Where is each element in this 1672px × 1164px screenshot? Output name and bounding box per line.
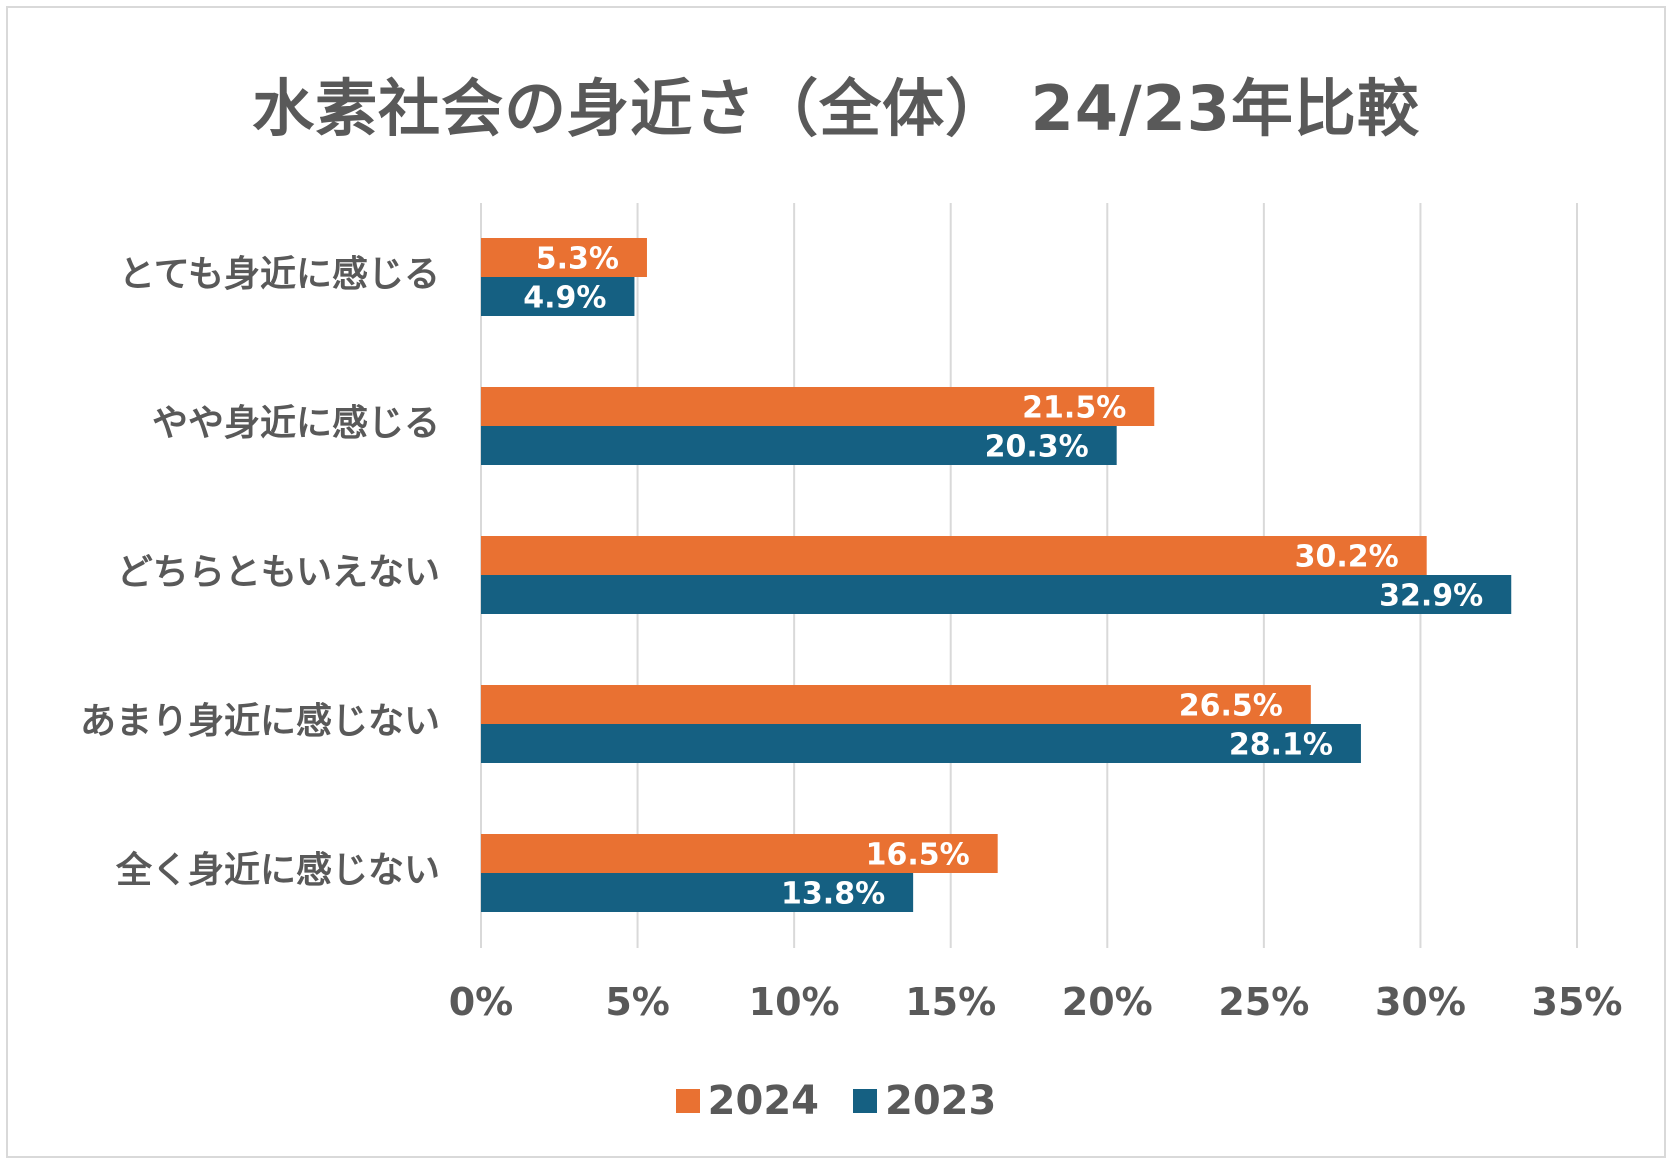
x-tick-label: 0%	[449, 980, 514, 1024]
legend: 2024 2023	[0, 1078, 1672, 1124]
x-tick-label: 35%	[1532, 980, 1623, 1024]
chart-title: 水素社会の身近さ（全体） 24/23年比較	[252, 72, 1420, 145]
x-tick-label: 5%	[605, 980, 670, 1024]
legend-swatch-2024	[675, 1089, 700, 1113]
legend-label-2024: 2024	[707, 1078, 819, 1124]
bar-2024	[481, 238, 647, 277]
data-label-2024: 16.5%	[866, 838, 970, 873]
legend-item-2024: 2024	[675, 1078, 819, 1124]
category-label: 全く身近に感じない	[115, 849, 440, 891]
data-label-2024: 26.5%	[1179, 689, 1283, 724]
legend-label-2023: 2023	[885, 1078, 997, 1124]
bar-2023	[481, 873, 914, 912]
x-tick-label: 15%	[905, 980, 996, 1024]
bar-2023	[481, 724, 1361, 763]
data-label-2024: 30.2%	[1295, 540, 1399, 575]
x-tick-label: 20%	[1062, 980, 1153, 1024]
legend-item-2023: 2023	[853, 1078, 996, 1124]
data-label-2023: 32.9%	[1379, 579, 1483, 614]
bar-2024	[481, 685, 1311, 724]
data-label-2023: 28.1%	[1229, 728, 1333, 763]
bar-2023	[481, 277, 635, 316]
category-label: あまり身近に感じない	[80, 701, 440, 742]
data-label-2024: 5.3%	[536, 242, 619, 277]
bar-2024	[481, 536, 1427, 575]
data-label-2024: 21.5%	[1022, 391, 1126, 426]
bar-2024	[481, 834, 998, 873]
category-label: とても身近に感じる	[119, 254, 440, 295]
bar-2023	[481, 575, 1512, 614]
x-tick-label: 30%	[1375, 980, 1466, 1024]
bar-2023	[481, 426, 1117, 465]
category-label: やや身近に感じる	[152, 403, 440, 444]
bar-2024	[481, 387, 1155, 426]
data-label-2023: 13.8%	[781, 877, 885, 912]
data-label-2023: 20.3%	[985, 430, 1089, 465]
x-tick-label: 25%	[1218, 980, 1309, 1024]
legend-swatch-2023	[853, 1089, 877, 1113]
data-label-2023: 4.9%	[523, 281, 606, 316]
category-label: どちらともいえない	[117, 552, 440, 593]
x-tick-label: 10%	[749, 980, 840, 1024]
